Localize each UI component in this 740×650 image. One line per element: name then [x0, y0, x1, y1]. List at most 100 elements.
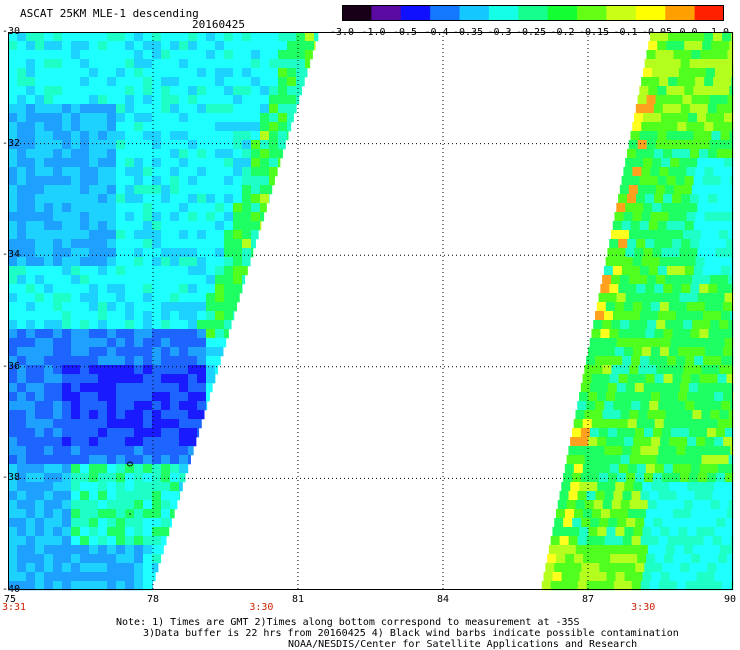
swath-cell — [287, 131, 289, 141]
swath-cell — [296, 95, 300, 105]
swath-cell — [107, 59, 117, 69]
swath-cell — [71, 275, 81, 285]
swath-cell — [645, 419, 656, 429]
swath-cell — [648, 221, 659, 231]
swath-cell — [589, 428, 600, 438]
swath-cell — [152, 437, 162, 447]
swath-cell — [575, 500, 586, 510]
swath-cell — [179, 104, 189, 114]
swath-cell — [26, 275, 36, 285]
swath-cell — [693, 266, 704, 276]
swath-cell — [71, 428, 81, 438]
swath-cell — [606, 572, 616, 582]
swath-cell — [8, 536, 18, 546]
swath-cell — [711, 41, 721, 51]
swath-cell — [669, 437, 679, 447]
swath-cell — [35, 482, 45, 492]
swath-cell — [143, 581, 153, 591]
swath-cell — [233, 68, 243, 78]
swath-cell — [17, 302, 27, 312]
swath-cell — [17, 392, 27, 402]
swath-cell — [17, 545, 27, 555]
swath-cell — [8, 275, 18, 285]
swath-cell — [71, 167, 81, 177]
swath-cell — [677, 257, 687, 267]
swath-cell — [17, 266, 27, 276]
swath-cell — [588, 527, 598, 537]
swath-cell — [107, 203, 117, 213]
swath-cell — [170, 221, 180, 231]
swath-cell — [188, 365, 198, 375]
latitude-label: -38 — [2, 472, 21, 484]
swath-cell — [143, 185, 153, 195]
swath-cell — [644, 149, 655, 159]
swath-cell — [188, 329, 198, 339]
swath-cell — [653, 518, 663, 528]
swath-cell — [80, 41, 90, 51]
swath-cell — [695, 77, 705, 87]
swath-cell — [719, 455, 729, 465]
swath-cell — [607, 338, 617, 348]
swath-cell — [35, 104, 45, 114]
swath-cell — [98, 455, 108, 465]
swath-cell — [80, 239, 90, 249]
swath-cell — [610, 230, 621, 240]
swath-cell — [35, 536, 45, 546]
swath-cell — [566, 455, 576, 465]
swath-cell — [17, 572, 27, 582]
swath-cell — [26, 50, 36, 60]
swath-cell — [188, 122, 198, 132]
swath-cell — [650, 257, 660, 267]
swath-cell — [125, 320, 135, 330]
swath-cell — [152, 167, 162, 177]
swath-cell — [260, 32, 270, 42]
swath-cell — [89, 113, 99, 123]
swath-cell — [107, 365, 117, 375]
swath-cell — [618, 329, 628, 339]
swath-cell — [622, 446, 632, 456]
swath-cell — [161, 491, 171, 501]
swath-cell — [197, 68, 207, 78]
swath-cell — [665, 500, 676, 510]
swath-cell — [637, 185, 648, 195]
swath-cell — [170, 455, 180, 465]
swath-cell — [89, 572, 99, 582]
swath-cell — [62, 338, 72, 348]
swath-cell — [170, 356, 180, 366]
swath-cell — [89, 302, 99, 312]
swath-cell — [197, 104, 207, 114]
swath-cell — [152, 320, 162, 330]
swath-cell — [62, 149, 72, 159]
swath-cell — [188, 68, 198, 78]
swath-cell — [717, 464, 728, 474]
swath-cell — [709, 185, 720, 195]
swath-cell — [134, 536, 144, 546]
swath-cell — [654, 239, 664, 249]
swath-cell — [659, 302, 670, 312]
swath-cell — [660, 68, 671, 78]
swath-cell — [638, 455, 648, 465]
swath-cell — [680, 518, 690, 528]
swath-cell — [170, 194, 180, 204]
swath-cell — [71, 113, 81, 123]
swath-cell — [161, 77, 171, 87]
swath-cell — [604, 446, 614, 456]
swath-cell — [125, 491, 135, 501]
swath-cell — [613, 536, 623, 546]
swath-cell — [697, 428, 708, 438]
swath-cell — [53, 320, 63, 330]
swath-cell — [8, 401, 18, 411]
swath-cell — [642, 68, 653, 78]
swath-cell — [701, 275, 711, 285]
swath-cell — [53, 275, 63, 285]
swath-cell — [179, 410, 189, 420]
swath-cell — [604, 581, 615, 591]
swath-cell — [98, 239, 108, 249]
swath-cell — [8, 500, 18, 510]
swath-cell — [568, 491, 578, 501]
swath-cell — [694, 401, 704, 411]
swath-cell — [80, 221, 90, 231]
swath-cell — [143, 221, 153, 231]
swath-cell — [651, 527, 661, 537]
